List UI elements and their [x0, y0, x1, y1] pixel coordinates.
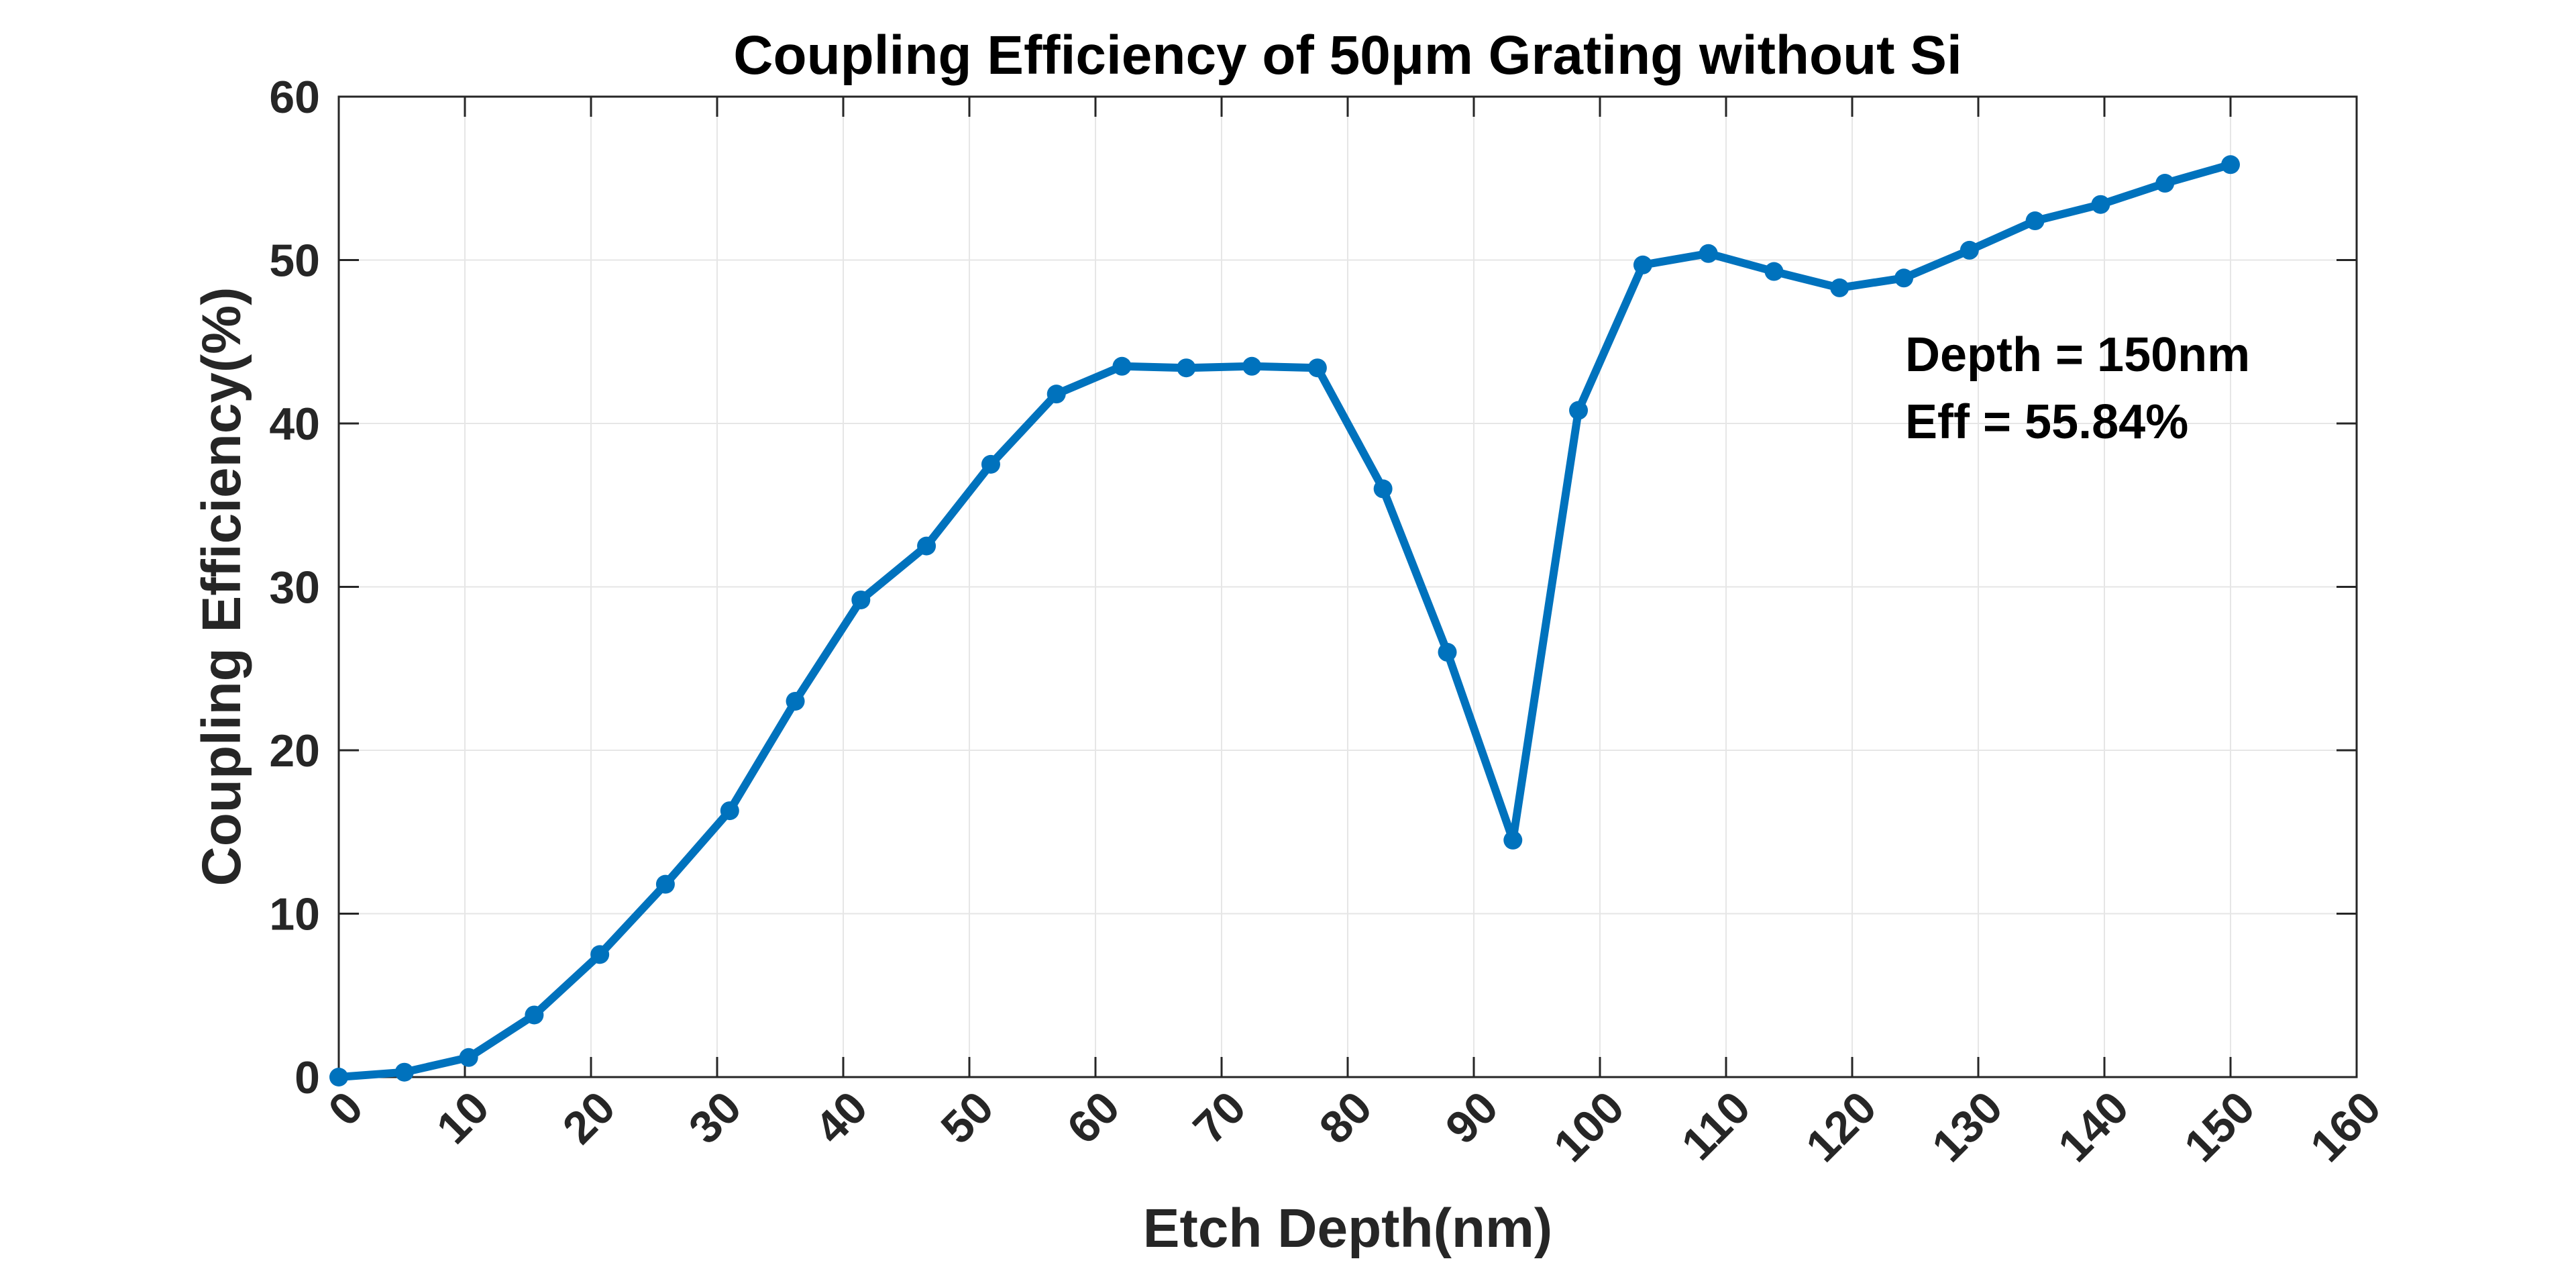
data-markers: [329, 155, 2240, 1086]
data-point: [786, 691, 805, 711]
data-point: [1830, 278, 1849, 297]
data-point: [917, 536, 936, 556]
data-point: [1699, 244, 1718, 263]
data-point: [1242, 356, 1262, 376]
annotation-efficiency: Eff = 55.84%: [1905, 395, 2188, 449]
data-point: [2155, 174, 2175, 193]
data-point: [1438, 642, 1457, 662]
x-tick-label: 100: [1544, 1082, 1634, 1172]
series-line: [335, 160, 2235, 1081]
data-point: [2221, 155, 2240, 174]
x-tick-labels: 0 10 20 30 40 50 60 70 80 90 100 110 120 130 140 150 160: [319, 1082, 2390, 1172]
data-point: [590, 945, 610, 964]
data-point: [1177, 358, 1196, 378]
x-tick-label: 150: [2175, 1082, 2265, 1172]
x-tick-label: 140: [2049, 1082, 2139, 1172]
x-tick-label: 90: [1436, 1082, 1507, 1154]
data-point: [851, 590, 871, 609]
data-point: [1894, 268, 1914, 288]
y-tick-label: 40: [269, 399, 320, 450]
y-tick-label: 60: [269, 72, 320, 123]
grid-lines: [338, 96, 2357, 1078]
x-tick-label: 60: [1057, 1082, 1129, 1154]
x-tick-label: 70: [1183, 1082, 1255, 1154]
plot-frame: [337, 95, 2358, 1078]
y-tick-labels: 0 10 20 30 40 50 60: [269, 72, 320, 1103]
data-point: [720, 801, 739, 821]
data-point: [1764, 262, 1784, 281]
data-point: [1569, 401, 1589, 420]
data-point: [459, 1048, 478, 1067]
x-tick-label: 160: [2301, 1082, 2391, 1172]
x-tick-label: 30: [679, 1082, 751, 1154]
x-tick-label: 40: [805, 1082, 877, 1154]
data-point: [2025, 211, 2045, 231]
y-tick-label: 50: [269, 236, 320, 287]
y-axis-label: Coupling Efficiency(%): [191, 287, 252, 886]
annotation-depth: Depth = 150nm: [1905, 328, 2250, 382]
y-tick-label: 20: [269, 725, 320, 776]
data-point: [1373, 479, 1393, 499]
data-point: [1046, 385, 1066, 404]
x-tick-label: 20: [553, 1082, 625, 1154]
data-point: [981, 454, 1000, 474]
data-point: [394, 1062, 414, 1082]
data-point: [1112, 356, 1132, 376]
data-point: [525, 1005, 544, 1025]
chart-title: Coupling Efficiency of 50μm Grating with…: [733, 25, 1962, 86]
data-point: [1633, 255, 1652, 274]
x-tick-label: 130: [1923, 1082, 2012, 1172]
data-point: [1503, 830, 1523, 850]
data-point: [1960, 240, 1979, 260]
data-point: [329, 1068, 348, 1086]
x-tick-label: 0: [319, 1082, 372, 1135]
x-tick-label: 110: [1672, 1082, 1760, 1170]
data-point: [655, 874, 675, 894]
x-tick-label: 50: [931, 1082, 1003, 1154]
x-tick-label: 120: [1796, 1082, 1886, 1172]
x-tick-label: 80: [1309, 1082, 1381, 1154]
x-tick-label: 10: [427, 1082, 498, 1154]
y-tick-label: 0: [294, 1052, 320, 1103]
x-axis-label: Etch Depth(nm): [1143, 1198, 1552, 1259]
data-point: [1307, 358, 1327, 378]
data-point: [2091, 195, 2110, 214]
y-tick-label: 30: [269, 562, 320, 613]
y-tick-label: 10: [269, 889, 320, 940]
